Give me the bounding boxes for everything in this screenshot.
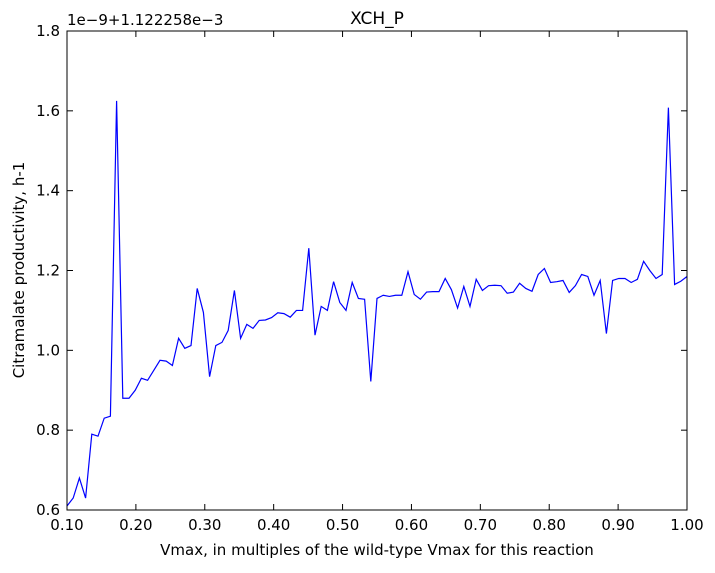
- x-tick-label: 1.00: [670, 516, 703, 534]
- axis-offset: 1e−9+1.122258e−3: [67, 11, 223, 29]
- y-tick-label: 1.8: [36, 22, 60, 40]
- plot-frame: [66, 30, 688, 511]
- chart-title: XCH_P: [350, 9, 404, 29]
- x-tick-label: 0.50: [326, 516, 359, 534]
- y-tick-label: 0.6: [36, 501, 60, 519]
- line-series: [66, 100, 688, 507]
- x-axis-label: Vmax, in multiples of the wild-type Vmax…: [160, 541, 594, 559]
- x-tick-label: 0.20: [119, 516, 152, 534]
- x-tick-label: 0.30: [188, 516, 221, 534]
- x-tick-label: 0.80: [533, 516, 566, 534]
- x-tick-label: 0.60: [395, 516, 428, 534]
- y-tick-label: 0.8: [36, 421, 60, 439]
- y-tick-label: 1.4: [36, 182, 60, 200]
- y-tick-label: 1.0: [36, 341, 60, 359]
- y-tick-label: 1.6: [36, 102, 60, 120]
- y-axis-label: Citramalate productivity, h-1: [10, 162, 28, 379]
- x-tick-label: 0.70: [464, 516, 497, 534]
- x-tick-label: 0.40: [257, 516, 290, 534]
- x-tick-label: 0.10: [50, 516, 83, 534]
- y-tick-label: 1.2: [36, 262, 60, 280]
- x-tick-label: 0.90: [601, 516, 634, 534]
